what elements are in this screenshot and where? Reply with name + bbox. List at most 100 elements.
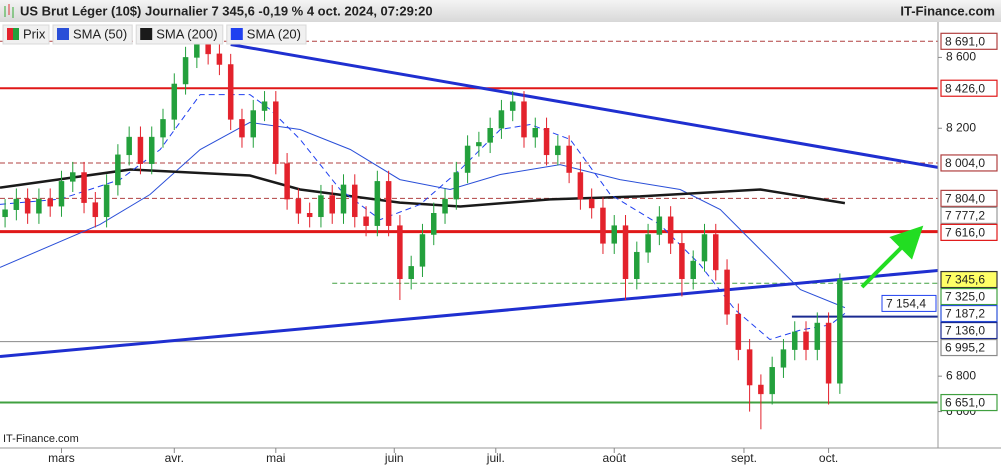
y-tick-label: 8 200 xyxy=(946,120,976,134)
candle-body xyxy=(566,145,572,173)
candle-body xyxy=(24,198,31,214)
candle-body xyxy=(521,101,527,138)
x-axis-bg xyxy=(0,448,1001,469)
candle-body xyxy=(70,172,76,182)
candle-body xyxy=(701,234,708,262)
value-box-label: 8 004,0 xyxy=(945,156,985,170)
candle-body xyxy=(588,198,595,209)
candle-body xyxy=(837,279,843,384)
candle-body xyxy=(47,198,53,207)
candle-body xyxy=(306,213,313,218)
value-box-label: 7 777,2 xyxy=(945,209,985,223)
candle-body xyxy=(216,53,223,65)
candle-body xyxy=(803,331,809,350)
x-tick-label: avr. xyxy=(165,451,184,465)
candle-body xyxy=(600,207,606,244)
legend-label: SMA (20) xyxy=(247,26,301,41)
sma-line xyxy=(0,168,846,208)
candle-body xyxy=(340,184,347,214)
value-box xyxy=(940,223,998,241)
legend-swatch xyxy=(13,28,19,40)
candle-body xyxy=(442,198,448,214)
x-tick-label: sept. xyxy=(731,451,757,465)
candle-body xyxy=(103,184,110,218)
candle-body xyxy=(419,234,426,267)
candle-body xyxy=(690,260,696,280)
candle-body xyxy=(126,136,132,156)
candle-body xyxy=(543,128,550,156)
value-box xyxy=(940,304,998,323)
legend-swatch xyxy=(230,28,243,40)
candle-body xyxy=(408,266,414,280)
candle-body xyxy=(92,202,99,218)
value-box xyxy=(940,321,998,340)
candle-body xyxy=(385,181,392,226)
legend-swatch xyxy=(140,28,153,40)
candle-body xyxy=(397,225,403,280)
candle-body xyxy=(250,110,257,138)
legend-swatch xyxy=(57,28,69,40)
candle-body xyxy=(532,128,539,138)
candle-body xyxy=(679,243,685,280)
value-box-label: 7 804,0 xyxy=(945,192,985,206)
value-box xyxy=(940,206,998,224)
value-box xyxy=(940,189,998,207)
plot-area xyxy=(0,32,938,430)
legend-swatch xyxy=(7,28,13,40)
x-tick-label: juil. xyxy=(486,451,505,465)
candle-body xyxy=(239,119,245,138)
chart-title: US Brut Léger (10$) Journalier 7 345,6 -… xyxy=(20,3,433,18)
candle-body xyxy=(329,195,335,214)
y-tick-label: 8 600 xyxy=(946,50,976,64)
value-box-label: 7 325,0 xyxy=(945,290,985,304)
candle-body xyxy=(81,172,87,203)
candle-body xyxy=(622,225,629,280)
x-tick-label: oct. xyxy=(819,451,838,465)
candle-body xyxy=(318,195,324,218)
candle-body xyxy=(667,216,674,244)
value-box-label: 8 426,0 xyxy=(945,81,985,95)
value-box-label: 7 345,6 xyxy=(945,273,985,287)
candle-body xyxy=(374,181,381,226)
candle-body xyxy=(555,145,561,156)
candle-body xyxy=(36,198,42,214)
candle-body xyxy=(295,198,302,214)
candle-body xyxy=(464,145,471,173)
candle-body xyxy=(261,101,268,111)
candle-body xyxy=(735,313,742,350)
sma-line xyxy=(0,94,846,341)
candle-body xyxy=(160,119,166,138)
candle-body xyxy=(227,64,234,120)
candle-body xyxy=(148,136,155,164)
candle-body xyxy=(430,213,437,235)
arrow-annotation xyxy=(860,225,924,289)
legend-label: SMA (50) xyxy=(73,26,127,41)
value-box xyxy=(940,393,998,412)
candle-body xyxy=(509,101,516,111)
y-tick-label: 6 800 xyxy=(946,368,976,382)
legend-label: Prix xyxy=(23,26,46,41)
candle-body xyxy=(746,349,753,386)
value-box xyxy=(940,338,998,357)
candle-body xyxy=(284,163,290,200)
candle-body xyxy=(476,142,482,147)
candle-body xyxy=(577,172,584,200)
legend-label: SMA (200) xyxy=(156,26,217,41)
candle-body xyxy=(205,43,211,55)
candle-body xyxy=(171,83,178,120)
candle-body xyxy=(498,110,505,129)
candle-body xyxy=(194,43,200,58)
candle-body xyxy=(713,234,719,271)
candle-body xyxy=(634,251,640,280)
value-box xyxy=(940,270,998,289)
candle-body xyxy=(273,101,279,164)
candle-body xyxy=(352,184,358,218)
x-tick-label: juin xyxy=(384,451,404,465)
candle-body xyxy=(791,331,798,350)
x-tick-label: mai xyxy=(266,451,285,465)
value-box-label: 6 995,2 xyxy=(945,341,985,355)
legend-item xyxy=(135,24,224,45)
